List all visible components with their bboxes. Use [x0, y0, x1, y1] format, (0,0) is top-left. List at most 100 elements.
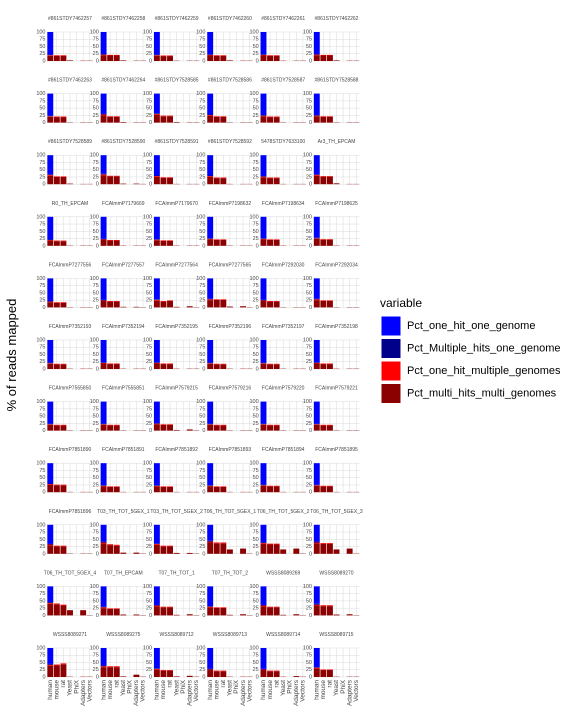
bar-segment	[47, 665, 53, 666]
bar-segment	[54, 604, 60, 615]
bar-segment	[261, 239, 267, 240]
panel-title: FCAImmP7352194	[102, 324, 145, 330]
y-tick-label: 50	[199, 167, 205, 173]
bar-segment	[207, 217, 213, 238]
bar-segment	[154, 485, 160, 486]
bar-segment	[207, 648, 213, 669]
bar-segment	[120, 615, 126, 616]
y-tick-label: 50	[199, 537, 205, 543]
y-tick-label: 50	[306, 414, 312, 420]
bar-segment	[120, 60, 126, 61]
y-tick-label: 100	[303, 91, 312, 97]
bar-segment	[207, 542, 213, 543]
y-tick-label: 75	[39, 222, 45, 228]
y-tick-label: 100	[36, 29, 45, 35]
bar-segment	[314, 424, 320, 425]
bar-segment	[214, 425, 220, 430]
bar-segment	[101, 54, 107, 55]
bar-segment	[314, 155, 320, 174]
y-tick-label: 100	[36, 214, 45, 220]
bar-segment	[207, 116, 213, 123]
y-tick-label: 0	[96, 305, 99, 311]
bar-segment	[107, 116, 113, 117]
bar-segment	[314, 486, 320, 492]
bar-segment	[214, 671, 220, 672]
y-tick-label: 75	[253, 283, 259, 289]
bar-segment	[154, 240, 160, 246]
bar-segment	[54, 303, 60, 308]
bar-segment	[154, 543, 160, 544]
y-tick-label: 0	[202, 674, 205, 680]
bar-segment	[207, 55, 213, 61]
bar-segment	[214, 608, 220, 616]
bar-segment	[154, 94, 160, 114]
y-tick-label: 50	[253, 475, 259, 481]
y-tick-label: 100	[250, 399, 259, 405]
bar-segment	[47, 545, 53, 553]
bar-segment	[114, 545, 120, 546]
y-tick-label: 100	[303, 337, 312, 343]
bar-segment	[261, 54, 267, 55]
panel-title: FCAImmP7579215	[155, 386, 198, 392]
bar-segment	[314, 604, 320, 605]
bar-segment	[267, 671, 273, 672]
y-tick-label: 0	[202, 428, 205, 434]
bar-segment	[327, 425, 333, 430]
bar-segment	[120, 184, 126, 185]
bar-segment	[154, 114, 160, 115]
bar-segment	[267, 117, 273, 123]
y-tick-label: 50	[306, 167, 312, 173]
bar-segment	[347, 614, 353, 615]
bar-segment	[154, 115, 160, 123]
bar-segment	[261, 669, 267, 670]
bar-segment	[314, 425, 320, 431]
y-tick-label: 25	[253, 667, 259, 673]
y-tick-label: 0	[96, 243, 99, 249]
bar-segment	[207, 608, 213, 616]
y-tick-label: 25	[146, 51, 152, 57]
y-tick-label: 25	[146, 421, 152, 427]
bar-segment	[167, 425, 173, 431]
bar-segment	[101, 115, 107, 122]
y-tick-label: 0	[42, 58, 45, 64]
y-tick-label: 50	[306, 537, 312, 543]
y-tick-label: 50	[146, 414, 152, 420]
panel-title: FCAImmP7851894	[262, 447, 305, 453]
bar-segment	[47, 176, 53, 184]
bar-segment	[107, 608, 113, 609]
bar-segment	[334, 183, 340, 184]
bar-segment	[320, 364, 326, 369]
bar-segment	[54, 364, 60, 365]
bar-segment	[47, 56, 53, 61]
bar-segment	[214, 240, 220, 246]
bar-segment	[327, 425, 333, 426]
y-tick-label: 100	[250, 522, 259, 528]
bar-segment	[60, 302, 66, 303]
bar-segment	[154, 545, 160, 554]
y-tick-label: 75	[39, 345, 45, 351]
bar-segment	[214, 117, 220, 123]
y-tick-label: 50	[93, 660, 99, 666]
y-tick-label: 50	[146, 106, 152, 112]
bar-segment	[314, 667, 320, 668]
bar-segment	[154, 486, 160, 492]
bar-segment	[314, 485, 320, 486]
bar-segment	[320, 425, 326, 426]
panel-title: FCAImmP7579221	[315, 386, 358, 392]
y-tick-label: 100	[90, 153, 99, 159]
y-tick-label: 100	[303, 522, 312, 528]
y-tick-label: 25	[306, 359, 312, 365]
y-tick-label: 0	[42, 490, 45, 496]
y-tick-label: 100	[143, 153, 152, 159]
legend-label: Pct_one_hit_one_genome	[407, 320, 535, 332]
y-tick-label: 100	[196, 91, 205, 97]
y-tick-label: 50	[146, 537, 152, 543]
bar-segment	[101, 114, 107, 115]
bar-segment	[60, 117, 66, 118]
y-tick-label: 25	[253, 482, 259, 488]
bar-segment	[154, 670, 160, 677]
x-tick-label: Vectors	[193, 679, 200, 701]
bar-segment	[320, 670, 326, 677]
bar-segment	[261, 363, 267, 364]
bar-segment	[47, 117, 53, 123]
